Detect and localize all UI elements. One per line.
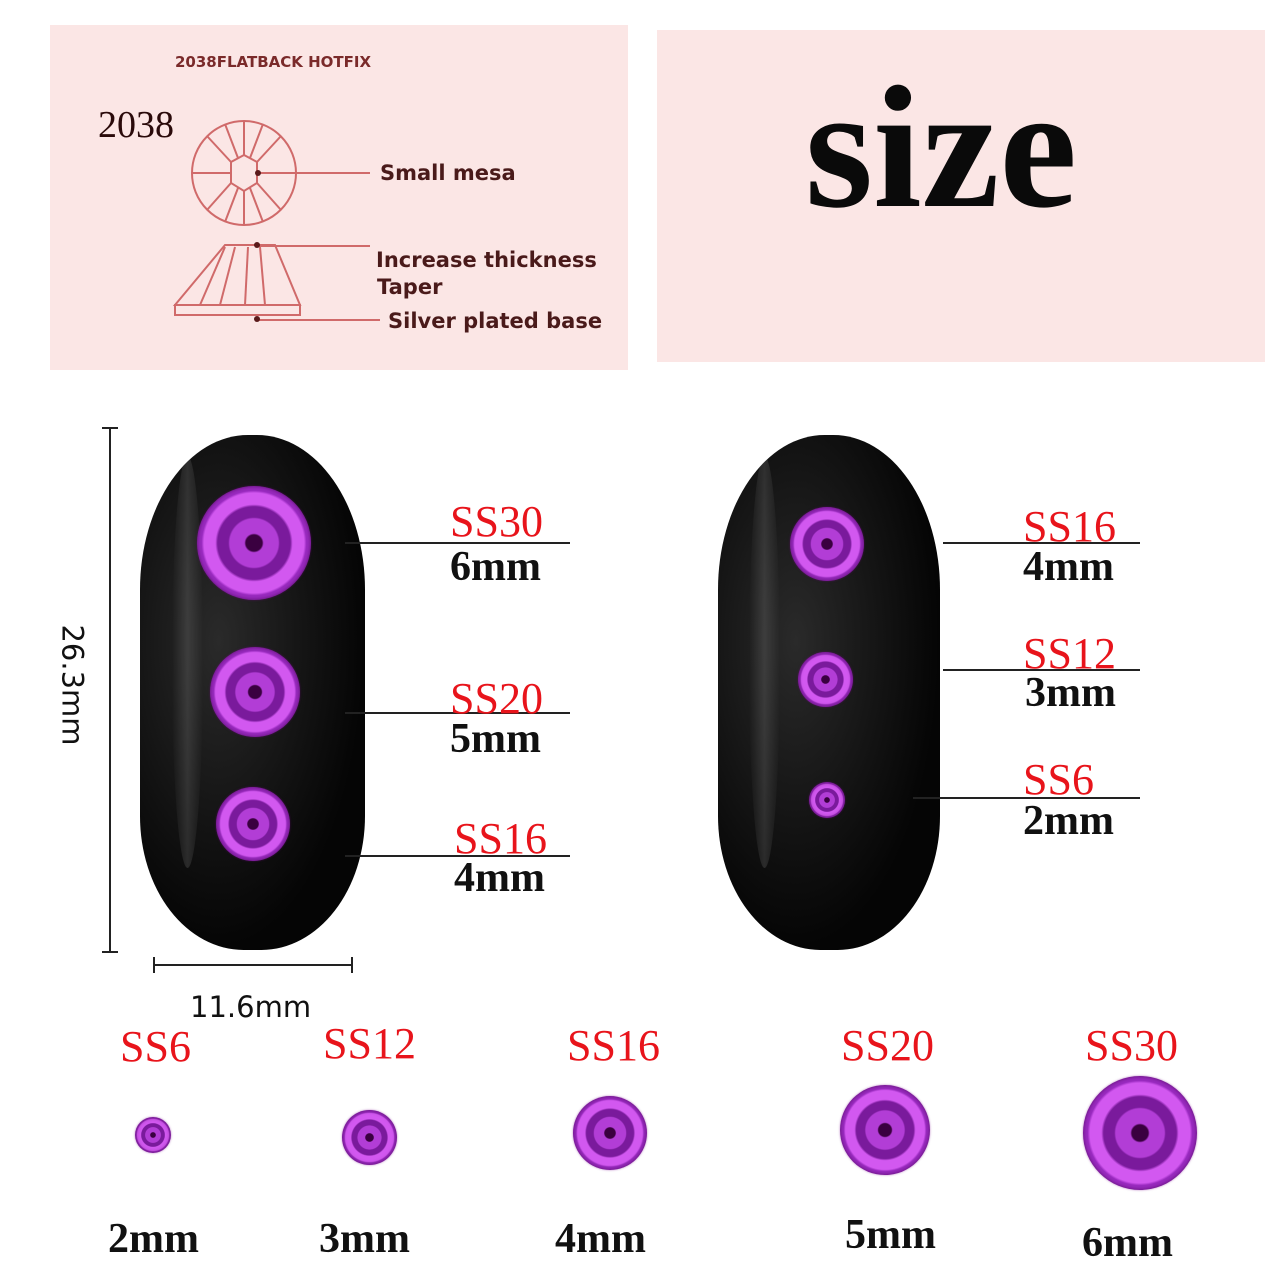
size-row-mm: 6mm bbox=[1082, 1220, 1173, 1266]
left-label-ss: SS30 bbox=[450, 497, 543, 546]
right-label-mm: 4mm bbox=[1023, 544, 1114, 590]
left-label-ss: SS16 bbox=[454, 814, 547, 863]
size-row-ss: SS16 bbox=[567, 1021, 660, 1070]
gem-5mm bbox=[840, 1085, 930, 1175]
height-label: 26.3mm bbox=[55, 624, 90, 746]
height-tick-bottom bbox=[102, 951, 118, 953]
model-number: 2038 bbox=[98, 104, 174, 146]
left-label-mm: 6mm bbox=[450, 544, 541, 590]
size-row-mm: 3mm bbox=[319, 1216, 410, 1262]
leader-line bbox=[345, 855, 570, 857]
right-label-mm: 3mm bbox=[1025, 670, 1116, 716]
gem-6mm bbox=[1083, 1076, 1197, 1190]
width-tick-right bbox=[351, 957, 353, 973]
gem-ss16 bbox=[790, 507, 864, 581]
right-label-ss: SS16 bbox=[1023, 502, 1116, 551]
left-label-mm: 4mm bbox=[454, 855, 545, 901]
title-panel: size bbox=[657, 30, 1265, 362]
gem-ss16 bbox=[216, 787, 290, 861]
width-tick-left bbox=[153, 957, 155, 973]
height-dimension-line bbox=[109, 427, 111, 953]
diagram-heading: 2038FLATBACK HOTFIX bbox=[175, 53, 372, 71]
gem-ss6 bbox=[809, 782, 845, 818]
gem-2mm bbox=[135, 1117, 171, 1153]
gem-ss30 bbox=[197, 486, 311, 600]
leader-line bbox=[943, 542, 1140, 544]
gem-3mm bbox=[342, 1110, 397, 1165]
gem-ss20 bbox=[210, 647, 300, 737]
size-row-mm: 4mm bbox=[555, 1216, 646, 1262]
gem-ss12 bbox=[798, 652, 853, 707]
width-label: 11.6mm bbox=[190, 990, 312, 1024]
label-silver-plated-base: Silver plated base bbox=[388, 309, 603, 333]
left-label-ss: SS20 bbox=[450, 674, 543, 723]
size-row-mm: 2mm bbox=[108, 1216, 199, 1262]
label-increase-thickness: Increase thickness bbox=[376, 248, 597, 272]
right-label-ss: SS12 bbox=[1023, 629, 1116, 678]
leader-line bbox=[345, 712, 570, 714]
right-label-ss: SS6 bbox=[1023, 755, 1094, 804]
label-small-mesa: Small mesa bbox=[380, 161, 516, 185]
right-label-mm: 2mm bbox=[1023, 798, 1114, 844]
size-row-ss: SS20 bbox=[841, 1021, 934, 1070]
label-taper: Taper bbox=[377, 275, 443, 299]
leader-line bbox=[943, 669, 1140, 671]
size-row-ss: SS12 bbox=[323, 1019, 416, 1068]
leader-line bbox=[345, 542, 570, 544]
width-dimension-line bbox=[153, 964, 353, 966]
gem-4mm bbox=[573, 1096, 647, 1170]
left-label-mm: 5mm bbox=[450, 716, 541, 762]
height-tick-top bbox=[102, 427, 118, 429]
leader-line bbox=[913, 797, 1140, 799]
size-row-ss: SS30 bbox=[1085, 1021, 1178, 1070]
diagram-panel: 2038FLATBACK HOTFIX 2038 Small mesa Incr… bbox=[50, 25, 628, 370]
size-row-ss: SS6 bbox=[120, 1022, 191, 1071]
size-row-mm: 5mm bbox=[845, 1212, 936, 1258]
rhinestone-diagram-icon bbox=[172, 120, 380, 322]
page-title: size bbox=[805, 50, 1078, 244]
